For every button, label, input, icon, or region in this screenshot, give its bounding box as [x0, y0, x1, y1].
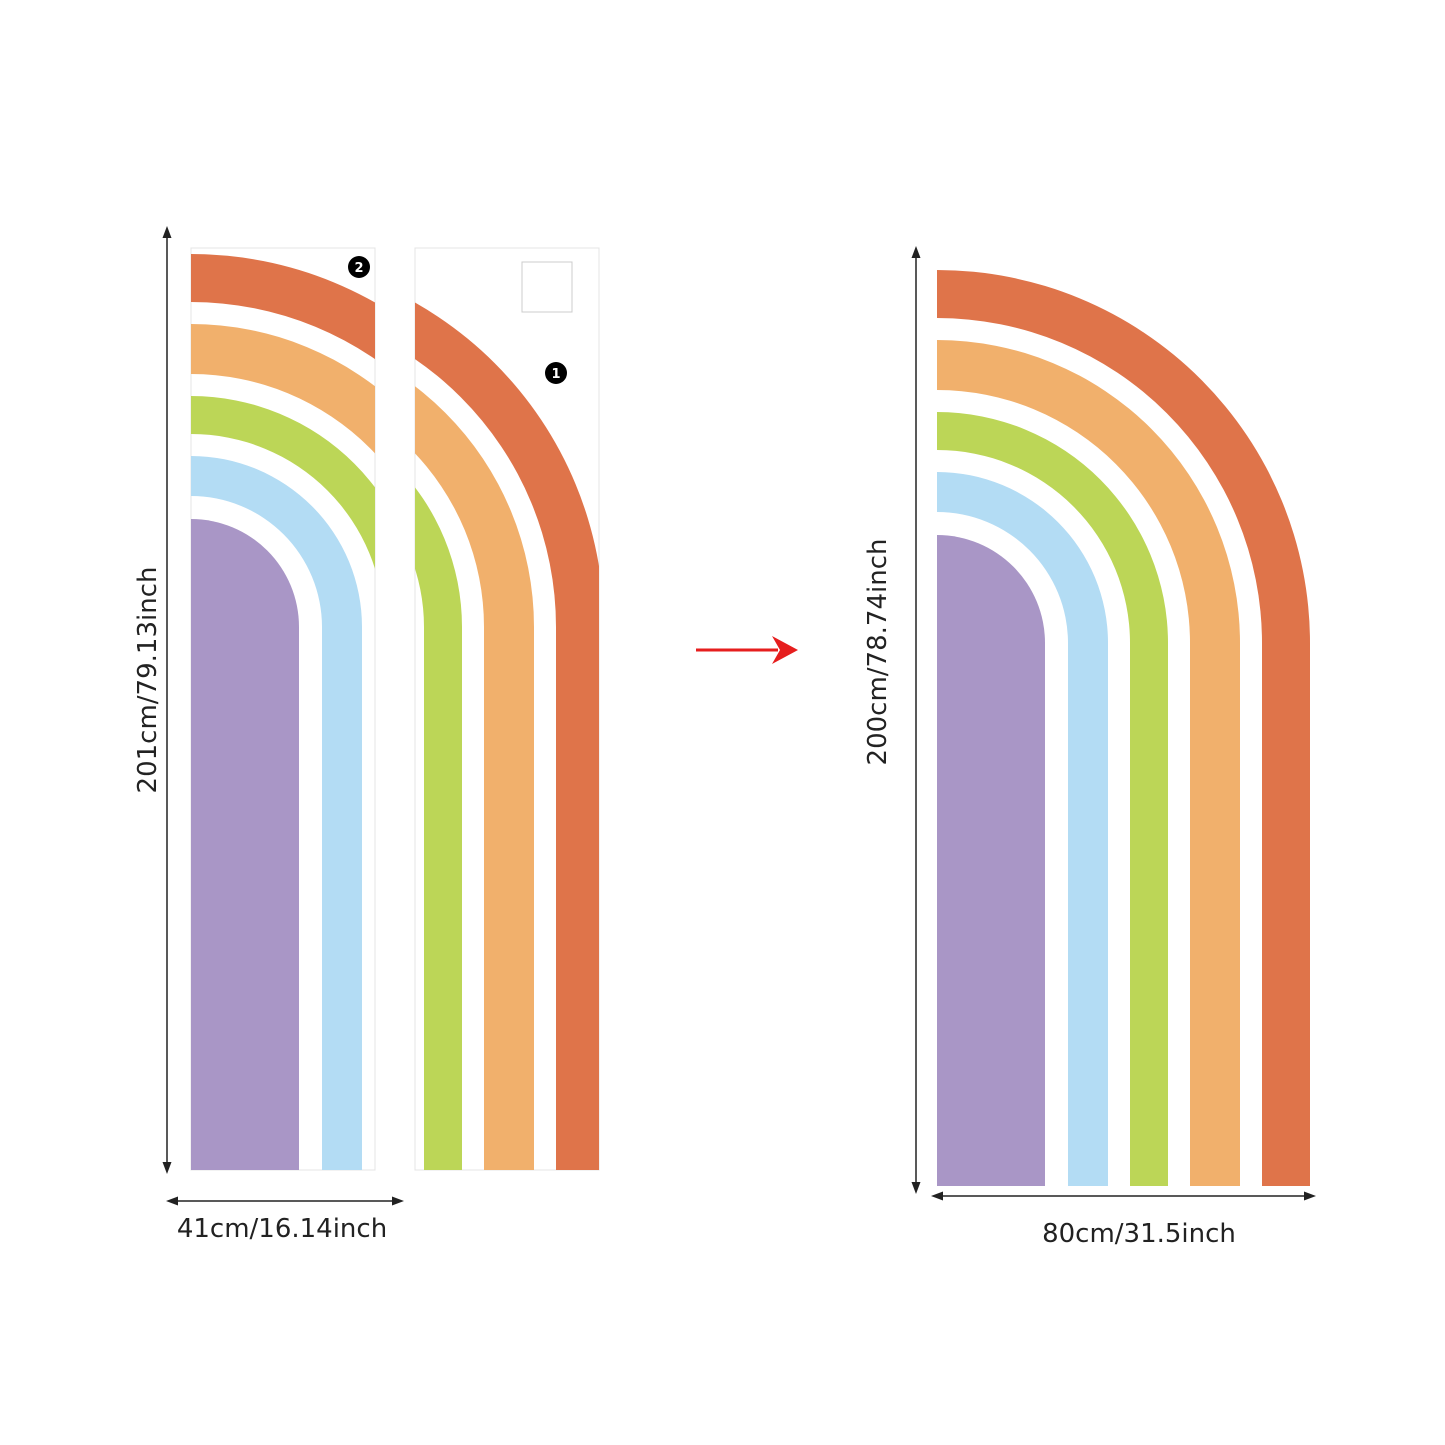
right-assembled: 200cm/78.74inch 80cm/31.5inch [863, 246, 1316, 1249]
arrow [696, 636, 798, 664]
panel-number: 2 [354, 261, 363, 276]
number-badge [545, 362, 567, 384]
label-sticker [521, 261, 573, 313]
number-badge [348, 256, 370, 278]
height-label: 200cm/78.74inch [863, 539, 893, 766]
width-label: 80cm/31.5inch [1042, 1219, 1236, 1249]
width-label: 41cm/16.14inch [177, 1214, 387, 1244]
left-panels: 2 1 201cm/79.13inch 41cm/16.14inch [133, 226, 600, 1244]
panel-number: 1 [551, 367, 560, 382]
height-label: 201cm/79.13inch [133, 567, 163, 794]
